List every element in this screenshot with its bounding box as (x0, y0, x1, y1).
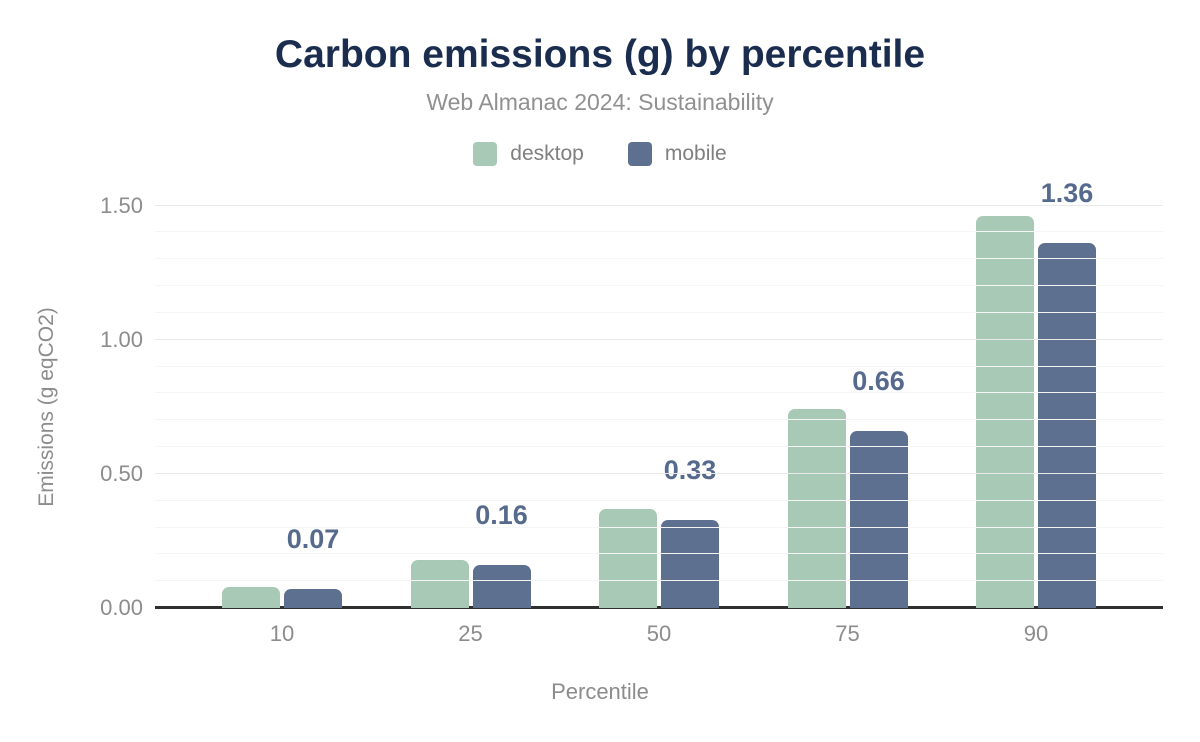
bar-group-25: 0.16 (410, 502, 531, 608)
legend-swatch-mobile (627, 142, 652, 166)
gridline-major-0.50 (155, 472, 1163, 474)
bar-mobile-p50[interactable] (661, 519, 719, 608)
legend-item-mobile[interactable]: mobile (627, 142, 727, 166)
gridline-minor-0.70 (155, 419, 1163, 421)
gridline-minor-1.10 (155, 311, 1163, 313)
gridline-minor-0.80 (155, 392, 1163, 394)
gridline-minor-0.20 (155, 553, 1163, 555)
gridline-major-1.00 (155, 338, 1163, 340)
bar-desktop-p25[interactable] (410, 559, 469, 608)
bar-value-label-p50: 0.33 (663, 454, 717, 485)
gridline-minor-0.90 (155, 365, 1163, 367)
y-tick-label-0.50: 0.50 (100, 460, 143, 486)
gridline-minor-1.40 (155, 231, 1163, 233)
bar-value-label-p90: 1.36 (1040, 178, 1094, 209)
bar-desktop-p10[interactable] (222, 586, 280, 608)
bar-desktop-p50[interactable] (599, 508, 657, 608)
bar-group-10: 0.07 (222, 526, 342, 608)
bar-group-75: 0.66 (787, 367, 908, 608)
gridline-minor-0.30 (155, 526, 1163, 528)
bar-value-label-p25: 0.16 (475, 500, 528, 531)
y-tick-label-1.50: 1.50 (100, 192, 143, 218)
legend-label-desktop: desktop (510, 142, 584, 165)
gridline-minor-1.30 (155, 258, 1163, 260)
x-axis-title: Percentile (551, 679, 649, 704)
legend-label-mobile: mobile (664, 142, 727, 165)
bar-mobile-p75[interactable] (849, 430, 908, 608)
gridline-major-1.50 (155, 204, 1163, 206)
legend-swatch-desktop (473, 142, 498, 166)
chart-subtitle: Web Almanac 2024: Sustainability (426, 89, 774, 115)
x-axis-tick-labels: 10 25 50 75 90 (155, 621, 1163, 647)
y-axis-title: Emissions (g eqCO2) (35, 307, 58, 507)
x-tick-label-25: 25 (458, 621, 483, 646)
bar-mobile-p10[interactable] (284, 589, 342, 608)
plot-area: 0.07 0.16 0.33 0.66 1.36 (155, 180, 1163, 609)
bar-value-label-p10: 0.07 (286, 524, 340, 555)
bar-mobile-p25[interactable] (472, 565, 531, 608)
gridline-minor-1.20 (155, 285, 1163, 287)
gridline-minor-0.40 (155, 499, 1163, 501)
bar-desktop-p75[interactable] (787, 409, 846, 608)
bar-desktop-p90[interactable] (976, 216, 1034, 608)
chart-title: Carbon emissions (g) by percentile (274, 33, 926, 76)
x-tick-label-10: 10 (269, 621, 295, 646)
legend: desktop mobile (0, 142, 1200, 166)
bar-series-container: 0.07 0.16 0.33 0.66 1.36 (155, 180, 1163, 608)
x-tick-label-75: 75 (835, 621, 860, 646)
bar-value-label-p75: 0.66 (852, 365, 905, 396)
gridline-minor-0.60 (155, 446, 1163, 448)
x-tick-label-50: 50 (646, 621, 672, 646)
x-tick-label-90: 90 (1023, 621, 1049, 646)
bar-group-50: 0.33 (599, 456, 719, 608)
x-axis-line (155, 606, 1163, 609)
bar-group-90: 1.36 (976, 180, 1096, 608)
bar-mobile-p90[interactable] (1038, 243, 1096, 608)
y-tick-label-0.00: 0.00 (100, 595, 143, 620)
legend-item-desktop[interactable]: desktop (473, 142, 584, 166)
gridline-minor-0.10 (155, 580, 1163, 582)
y-tick-label-1.00: 1.00 (100, 326, 143, 352)
